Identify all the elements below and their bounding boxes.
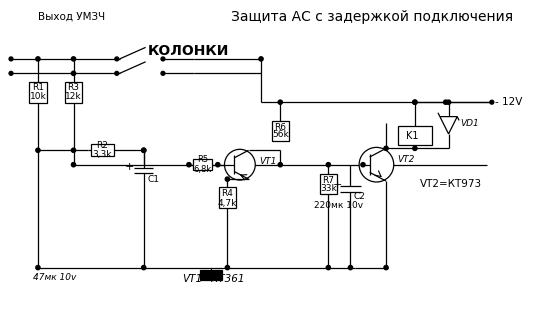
- Bar: [272, 122, 289, 141]
- Circle shape: [384, 265, 388, 270]
- Text: VT2: VT2: [397, 155, 415, 165]
- Circle shape: [216, 163, 220, 167]
- Circle shape: [187, 163, 191, 167]
- Text: R2: R2: [97, 141, 108, 150]
- Text: C1: C1: [148, 175, 160, 184]
- Circle shape: [115, 71, 119, 75]
- Circle shape: [444, 100, 448, 104]
- Circle shape: [9, 71, 13, 75]
- Text: 220мк 10v: 220мк 10v: [314, 201, 363, 209]
- Circle shape: [225, 177, 230, 181]
- Circle shape: [36, 265, 40, 270]
- Bar: [29, 82, 47, 103]
- Text: +: +: [124, 162, 134, 172]
- Circle shape: [71, 148, 75, 152]
- Text: 33k: 33k: [320, 184, 337, 193]
- Text: КОЛОНКИ: КОЛОНКИ: [148, 44, 230, 58]
- Text: C2: C2: [353, 192, 365, 201]
- Text: VT2=КТ973: VT2=КТ973: [420, 179, 482, 189]
- Text: R3: R3: [67, 83, 79, 92]
- Text: R5: R5: [197, 155, 208, 165]
- Circle shape: [224, 149, 255, 180]
- Bar: [398, 126, 432, 145]
- Circle shape: [161, 71, 165, 75]
- Bar: [193, 159, 212, 171]
- Circle shape: [225, 265, 230, 270]
- Circle shape: [161, 57, 165, 61]
- Circle shape: [446, 100, 451, 104]
- Text: - 12V: - 12V: [495, 97, 522, 107]
- Text: VT1=КТ361: VT1=КТ361: [182, 274, 244, 284]
- Circle shape: [361, 163, 365, 167]
- Circle shape: [71, 163, 75, 167]
- Text: R4: R4: [222, 189, 233, 198]
- Text: R6: R6: [274, 123, 286, 132]
- Circle shape: [413, 100, 417, 104]
- Circle shape: [115, 57, 119, 61]
- Bar: [219, 187, 236, 208]
- Text: VD1: VD1: [460, 119, 479, 128]
- Circle shape: [71, 71, 75, 75]
- Bar: [320, 174, 337, 193]
- Text: 47мк 10v: 47мк 10v: [33, 273, 77, 282]
- Circle shape: [9, 57, 13, 61]
- Text: R1: R1: [32, 83, 44, 92]
- Circle shape: [278, 100, 282, 104]
- Circle shape: [384, 146, 388, 150]
- Circle shape: [36, 148, 40, 152]
- Bar: [200, 270, 222, 280]
- Circle shape: [326, 163, 331, 167]
- Circle shape: [490, 100, 494, 104]
- Circle shape: [142, 148, 146, 152]
- Circle shape: [36, 57, 40, 61]
- Circle shape: [349, 265, 352, 270]
- Text: VT1: VT1: [259, 157, 276, 166]
- Polygon shape: [440, 116, 457, 134]
- Circle shape: [359, 147, 394, 182]
- Circle shape: [278, 163, 282, 167]
- Bar: [65, 82, 82, 103]
- Text: 4,7k: 4,7k: [218, 199, 237, 208]
- Text: 3,3k: 3,3k: [93, 149, 112, 159]
- Circle shape: [142, 148, 146, 152]
- Text: 56k: 56k: [272, 130, 289, 139]
- Text: 6,8k: 6,8k: [193, 165, 212, 174]
- Circle shape: [413, 100, 417, 104]
- Text: 12k: 12k: [65, 92, 82, 101]
- Circle shape: [71, 57, 75, 61]
- Circle shape: [142, 265, 146, 270]
- Text: Защита АС с задержкой подключения: Защита АС с задержкой подключения: [231, 10, 513, 24]
- Text: K1: K1: [406, 131, 418, 141]
- Circle shape: [259, 57, 263, 61]
- Bar: [91, 144, 114, 156]
- Circle shape: [326, 265, 331, 270]
- Text: R7: R7: [323, 176, 334, 185]
- Text: +: +: [333, 180, 343, 190]
- Circle shape: [413, 146, 417, 150]
- Text: Выход УМЗЧ: Выход УМЗЧ: [38, 12, 105, 22]
- Text: 10k: 10k: [29, 92, 46, 101]
